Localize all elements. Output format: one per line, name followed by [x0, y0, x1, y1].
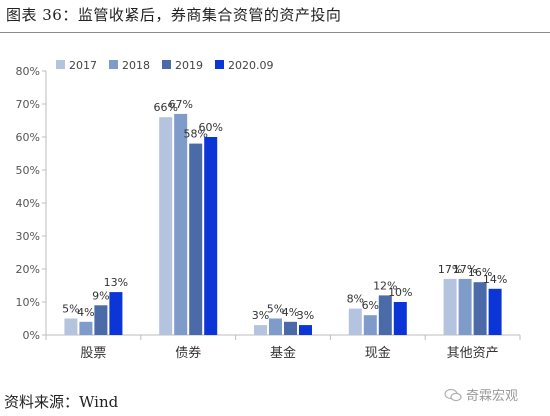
- y-tick-label: 20%: [16, 263, 40, 276]
- bar: [378, 295, 392, 335]
- bar: [64, 318, 78, 335]
- data-label: 12%: [373, 279, 397, 292]
- bar: [109, 292, 123, 335]
- legend-label: 2017: [69, 59, 97, 72]
- bar: [363, 315, 377, 335]
- figure-title: 图表 36：监管收紧后，券商集合资管的资产投向: [6, 6, 342, 24]
- data-label: 8%: [347, 293, 364, 306]
- data-label: 58%: [183, 128, 207, 141]
- data-label: 66%: [153, 101, 177, 114]
- legend-label: 2020.09: [228, 59, 274, 72]
- data-label: 17%: [438, 263, 462, 276]
- x-tick-label: 现金: [365, 345, 391, 361]
- y-tick-label: 60%: [16, 131, 40, 144]
- legend-swatch: [162, 60, 171, 69]
- legend-label: 2018: [122, 59, 150, 72]
- bar: [488, 288, 502, 335]
- x-tick-label: 股票: [80, 346, 106, 361]
- wechat-icon: [444, 388, 462, 401]
- data-label: 3%: [252, 309, 269, 322]
- legend-swatch: [109, 60, 118, 69]
- bar: [284, 321, 297, 335]
- y-tick-label: 80%: [16, 65, 40, 78]
- bar: [393, 302, 407, 335]
- bar: [443, 278, 457, 335]
- bar: [159, 117, 173, 335]
- title-divider: [0, 32, 550, 33]
- data-label: 4%: [282, 306, 299, 319]
- y-tick-label: 50%: [16, 164, 40, 177]
- bar: [473, 282, 487, 335]
- y-tick-label: 30%: [16, 230, 40, 243]
- legend-swatch: [215, 60, 224, 69]
- watermark-text: 奇霖宏观: [466, 389, 519, 404]
- bar: [174, 113, 188, 336]
- x-tick-label: 其他资产: [447, 346, 499, 361]
- data-label: 9%: [92, 289, 109, 302]
- data-label: 5%: [62, 303, 79, 316]
- bar: [189, 143, 203, 335]
- bar: [94, 305, 108, 335]
- y-tick-label: 10%: [16, 296, 40, 309]
- data-label: 17%: [453, 263, 477, 276]
- bar-chart: 0% 10% 20% 30% 40% 50% 60% 70% 80% 股票 债券 基金 现金 其他资产 5%…: [16, 59, 521, 361]
- data-label: 3%: [297, 309, 314, 322]
- bar: [254, 325, 267, 335]
- legend-label: 2019: [175, 59, 203, 72]
- legend-swatch: [56, 60, 65, 69]
- data-label: 16%: [468, 266, 492, 279]
- data-label: 10%: [388, 286, 412, 299]
- bar: [269, 318, 282, 335]
- data-label: 67%: [168, 98, 192, 111]
- watermark-logo: 奇霖宏观: [444, 385, 518, 404]
- bar: [458, 278, 472, 335]
- data-label: 60%: [198, 121, 222, 134]
- y-tick-label: 0%: [23, 329, 40, 342]
- x-tick-label: 债券: [175, 345, 201, 361]
- data-label: 13%: [104, 276, 128, 289]
- bar: [299, 325, 312, 335]
- data-label: 6%: [362, 299, 379, 312]
- y-tick-label: 70%: [16, 98, 40, 111]
- source-note: 资料来源：Wind: [4, 393, 119, 411]
- bar: [204, 137, 218, 335]
- data-label: 14%: [483, 273, 507, 286]
- bar: [348, 308, 362, 335]
- y-tick-label: 40%: [16, 197, 40, 210]
- data-label: 5%: [267, 303, 284, 316]
- bar: [79, 321, 93, 335]
- x-tick-label: 基金: [270, 345, 296, 361]
- data-label: 4%: [77, 306, 94, 319]
